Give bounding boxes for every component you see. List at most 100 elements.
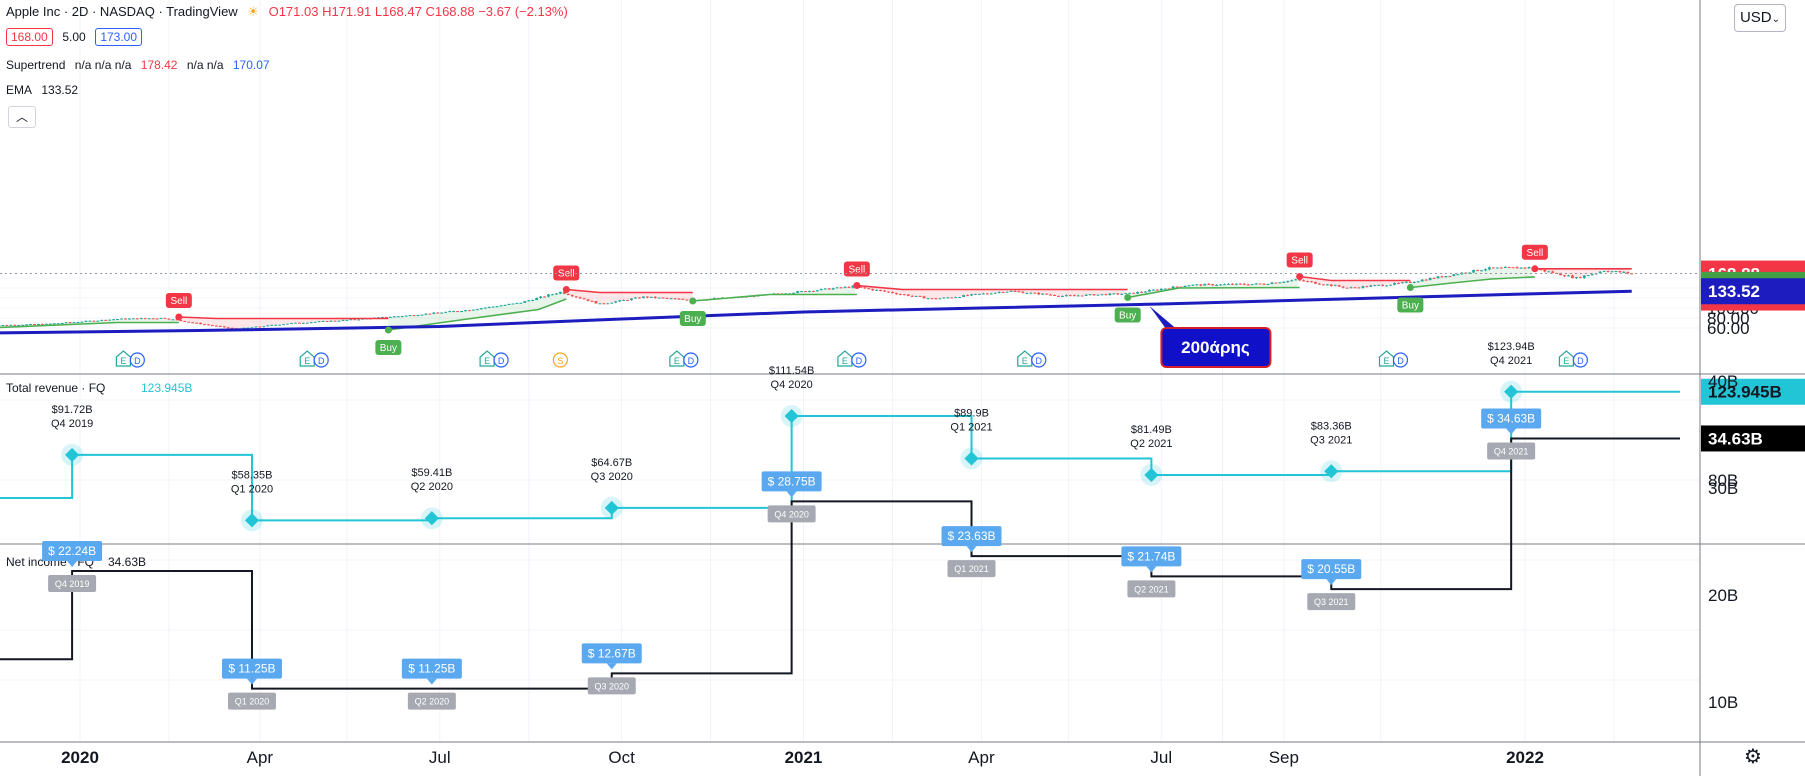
collapse-legend-button[interactable]: ︿ <box>8 106 36 128</box>
revenue-point[interactable]: $123.94B Q4 2021 <box>1488 341 1535 403</box>
candle-body <box>875 289 879 291</box>
candle-body <box>1238 283 1242 285</box>
revenue-point-label: $64.67B <box>591 457 632 469</box>
signal-sell[interactable]: Sell <box>1286 252 1313 281</box>
candle-body <box>1223 284 1226 286</box>
candle-body <box>337 320 341 322</box>
revenue-point[interactable]: $81.49B Q2 2021 <box>1130 424 1172 486</box>
earnings-icon-letter: E <box>304 356 310 366</box>
ask-box[interactable]: 173.00 <box>95 28 143 46</box>
net-income-point[interactable]: $ 11.25B Q2 2020 <box>401 658 462 710</box>
candle-body <box>56 323 60 325</box>
ema-legend[interactable]: EMA 133.52 <box>6 83 84 97</box>
supertrend-down-line <box>566 288 693 294</box>
candle-body <box>898 294 902 296</box>
supertrend-legend[interactable]: Supertrend n/a n/a n/a 178.42 n/a n/a 17… <box>6 58 276 72</box>
candle-body <box>1199 284 1203 286</box>
revenue-point[interactable]: $91.72B Q4 2019 <box>51 404 93 466</box>
candle-body <box>211 325 214 327</box>
candle-body <box>84 320 88 322</box>
revenue-point-label: $111.54B <box>769 365 814 377</box>
candle-body <box>1266 284 1270 286</box>
candle-body <box>827 288 831 290</box>
revenue-point[interactable]: $64.67B Q3 2020 <box>591 457 633 519</box>
candle-body <box>566 293 570 296</box>
candle-body <box>598 303 602 305</box>
signal-buy[interactable]: Buy <box>375 326 402 356</box>
revenue-point-diamond <box>964 451 979 466</box>
candle-body <box>460 311 463 313</box>
gear-icon[interactable]: ⚙ <box>1744 746 1762 768</box>
candle-body <box>60 322 64 324</box>
candle-body <box>1234 283 1238 285</box>
signal-buy[interactable]: Buy <box>1397 284 1424 313</box>
revenue-point[interactable]: $89.9B Q1 2021 <box>950 407 993 470</box>
candle-body <box>1610 271 1614 273</box>
candle-body <box>1203 283 1207 286</box>
net-income-point[interactable]: $ 12.67B Q3 2020 <box>581 643 642 695</box>
net-income-point[interactable]: $ 11.25B Q1 2020 <box>221 658 282 710</box>
dividend-icon-letter: D <box>688 356 695 366</box>
signal-badge <box>1397 297 1424 313</box>
net-income-point[interactable]: $ 28.75B Q4 2020 <box>761 471 822 523</box>
net-income-point[interactable]: $ 20.55B Q3 2021 <box>1301 559 1362 611</box>
currency-button[interactable]: USD⌄ <box>1734 4 1786 32</box>
net-income-point[interactable]: $ 23.63B Q1 2021 <box>941 526 1002 578</box>
candle-body <box>298 322 301 324</box>
net-income-quarter-box <box>407 692 456 710</box>
net-income-value-label: $ 21.74B <box>1127 549 1175 563</box>
net-income-point[interactable]: $ 34.63B Q4 2021 <box>1481 408 1542 460</box>
candle-body <box>491 306 495 308</box>
candle-body <box>626 299 629 301</box>
candle-body <box>515 302 519 304</box>
signal-sell[interactable]: Sell <box>1521 244 1548 273</box>
net-income-box-pointer <box>606 663 617 670</box>
candle-body <box>1151 289 1155 291</box>
revenue-point[interactable]: $58.35B Q1 2020 <box>231 469 273 532</box>
symbol-title[interactable]: Apple Inc · 2D · NASDAQ · TradingView <box>6 4 238 19</box>
signal-buy[interactable]: Buy <box>1114 294 1141 323</box>
signal-buy[interactable]: Buy <box>679 297 706 327</box>
net-income-box-pointer <box>1146 566 1157 573</box>
candle-body <box>214 325 218 327</box>
candle-body <box>554 293 558 295</box>
time-tick: Jul <box>429 748 451 767</box>
candle-body <box>981 293 985 295</box>
earnings-icon <box>1017 350 1033 367</box>
time-tick: 2021 <box>785 748 823 767</box>
revenue-point[interactable]: $59.41B Q2 2020 <box>411 467 453 530</box>
net-income-box-pointer <box>67 561 78 568</box>
candle-body <box>349 319 353 321</box>
candle-body <box>1211 284 1215 286</box>
revenue-point[interactable]: $83.36B Q3 2021 <box>1310 420 1352 483</box>
candle-body <box>1306 281 1309 283</box>
revenue-point-quarter: Q2 2020 <box>411 481 453 493</box>
signal-sell[interactable]: Sell <box>843 261 870 290</box>
revenue-point[interactable]: $111.54B Q4 2020 <box>769 365 814 428</box>
split-marker[interactable]: S <box>552 352 568 368</box>
candle-body <box>1144 291 1147 293</box>
candle-body <box>13 324 17 326</box>
signal-dot <box>384 326 392 334</box>
revenue-point-label: $81.49B <box>1131 424 1172 436</box>
bid-box[interactable]: 168.00 <box>6 28 53 46</box>
candle-body <box>313 321 317 323</box>
candle-body <box>171 319 175 321</box>
signal-sell[interactable]: Sell <box>553 265 580 294</box>
signal-badge <box>1521 244 1548 260</box>
net-income-point[interactable]: $ 21.74B Q2 2021 <box>1121 546 1182 598</box>
candle-body <box>159 317 163 319</box>
time-tick: 2020 <box>61 748 99 767</box>
signal-sell[interactable]: Sell <box>165 293 192 321</box>
candle-body <box>1041 293 1045 295</box>
candle-body <box>294 322 297 324</box>
net-income-point[interactable]: $ 22.24B Q4 2019 <box>42 541 103 593</box>
